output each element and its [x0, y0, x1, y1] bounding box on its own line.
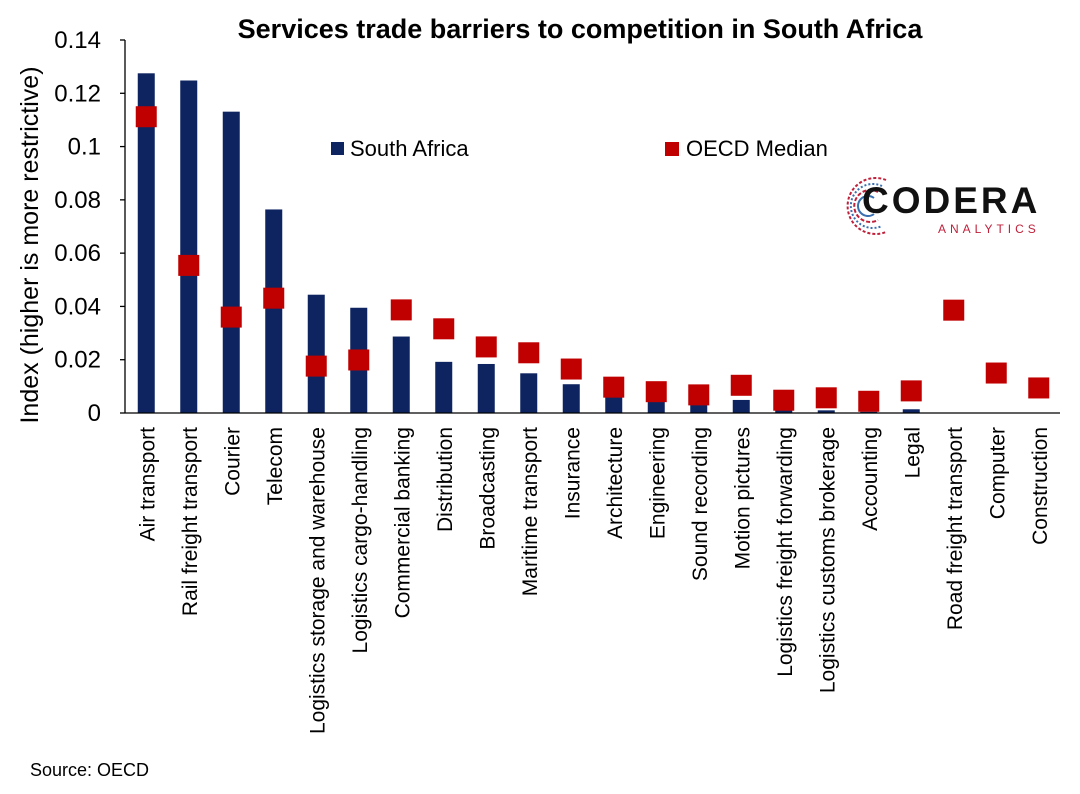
- marker-oecd-median: [943, 299, 965, 321]
- marker-oecd-median: [985, 362, 1007, 384]
- marker-oecd-median: [730, 374, 752, 396]
- y-tick-label: 0.04: [54, 293, 101, 320]
- legend-label-oecd-median: OECD Median: [686, 136, 828, 161]
- x-category-label: Architecture: [604, 427, 627, 539]
- marker-oecd-median: [815, 387, 837, 409]
- x-category-label: Motion pictures: [731, 427, 754, 569]
- bar-south-africa: [222, 111, 240, 414]
- marker-oecd-median: [603, 376, 625, 398]
- logo-word: CODERA: [862, 180, 1041, 221]
- bar-south-africa: [392, 336, 410, 413]
- bars-group: [137, 73, 920, 414]
- x-category-label: Commercial banking: [391, 427, 414, 618]
- x-category-label: Construction: [1029, 427, 1052, 545]
- x-category-label: Sound recording: [689, 427, 712, 581]
- logo-mark-icon: [846, 177, 887, 235]
- marker-oecd-median: [135, 106, 157, 128]
- x-category-label: Broadcasting: [476, 427, 499, 550]
- bar-south-africa: [647, 401, 665, 413]
- bar-south-africa: [435, 361, 453, 413]
- marker-oecd-median: [348, 349, 370, 371]
- marker-oecd-median: [773, 389, 795, 411]
- x-category-label: Maritime transport: [519, 427, 542, 596]
- x-category-label: Distribution: [434, 427, 457, 532]
- bar-south-africa: [180, 80, 198, 414]
- y-tick-label: 0.1: [68, 134, 101, 161]
- marker-oecd-median: [433, 318, 455, 340]
- y-tick-label: 0.06: [54, 240, 101, 267]
- x-labels-group: Air transport Rail freight transport Couri…: [136, 427, 1052, 734]
- bar-south-africa: [520, 373, 538, 413]
- x-category-label: Telecom: [264, 427, 287, 505]
- y-axis-label: Index (higher is more restrictive): [16, 66, 44, 423]
- bar-south-africa: [137, 73, 155, 413]
- marker-oecd-median: [518, 342, 540, 364]
- marker-oecd-median: [900, 380, 922, 402]
- y-tick-label: 0.14: [54, 27, 101, 54]
- chart-title: Services trade barriers to competition i…: [237, 14, 923, 44]
- y-ticks-group: 0 0.02 0.04 0.06 0.08 0.1 0.12 0.14: [54, 27, 125, 427]
- marker-oecd-median: [645, 381, 667, 403]
- x-category-label: Logistics customs brokerage: [816, 427, 839, 693]
- x-category-label: Rail freight transport: [179, 427, 202, 616]
- y-tick-label: 0.02: [54, 347, 101, 374]
- source-note: Source: OECD: [30, 760, 150, 780]
- marker-oecd-median: [305, 355, 327, 377]
- bar-south-africa: [860, 411, 878, 413]
- logo-subtitle: ANALYTICS: [938, 222, 1040, 236]
- markers-group: [135, 106, 1050, 412]
- bar-south-africa: [690, 403, 708, 413]
- marker-oecd-median: [178, 254, 200, 276]
- legend-label-south-africa: South Africa: [350, 136, 469, 161]
- marker-oecd-median: [560, 358, 582, 380]
- codera-logo: CODERA ANALYTICS: [842, 172, 1052, 244]
- bar-south-africa: [307, 294, 325, 413]
- y-tick-label: 0.12: [54, 80, 101, 107]
- x-category-label: Air transport: [136, 427, 159, 542]
- bar-south-africa: [562, 384, 580, 413]
- marker-oecd-median: [475, 336, 497, 358]
- y-tick-label: 0.08: [54, 187, 101, 214]
- y-tick-label: 0: [88, 400, 101, 427]
- bar-south-africa: [817, 410, 835, 413]
- legend-swatch-south-africa: [331, 142, 344, 155]
- x-category-label: Courier: [221, 427, 244, 496]
- bar-south-africa: [775, 408, 793, 413]
- bar-south-africa: [902, 409, 920, 413]
- x-category-label: Accounting: [859, 427, 882, 531]
- x-category-label: Logistics freight forwarding: [774, 427, 797, 677]
- bar-south-africa: [732, 399, 750, 413]
- marker-oecd-median: [263, 287, 285, 309]
- legend-swatch-oecd-median: [665, 142, 679, 156]
- x-category-label: Logistics storage and warehouse: [306, 427, 329, 734]
- marker-oecd-median: [220, 306, 242, 328]
- marker-oecd-median: [858, 390, 880, 412]
- x-category-label: Engineering: [646, 427, 669, 539]
- x-category-label: Computer: [986, 427, 1009, 519]
- bar-south-africa: [477, 363, 495, 413]
- x-category-label: Logistics cargo-handling: [349, 427, 372, 653]
- x-category-label: Legal: [901, 427, 924, 478]
- marker-oecd-median: [1028, 377, 1050, 399]
- x-category-label: Road freight transport: [944, 427, 967, 630]
- x-category-label: Insurance: [561, 427, 584, 519]
- legend: South Africa OECD Median: [331, 136, 828, 161]
- marker-oecd-median: [688, 384, 710, 406]
- bar-south-africa: [265, 209, 283, 413]
- bar-south-africa: [605, 397, 623, 413]
- marker-oecd-median: [390, 299, 412, 321]
